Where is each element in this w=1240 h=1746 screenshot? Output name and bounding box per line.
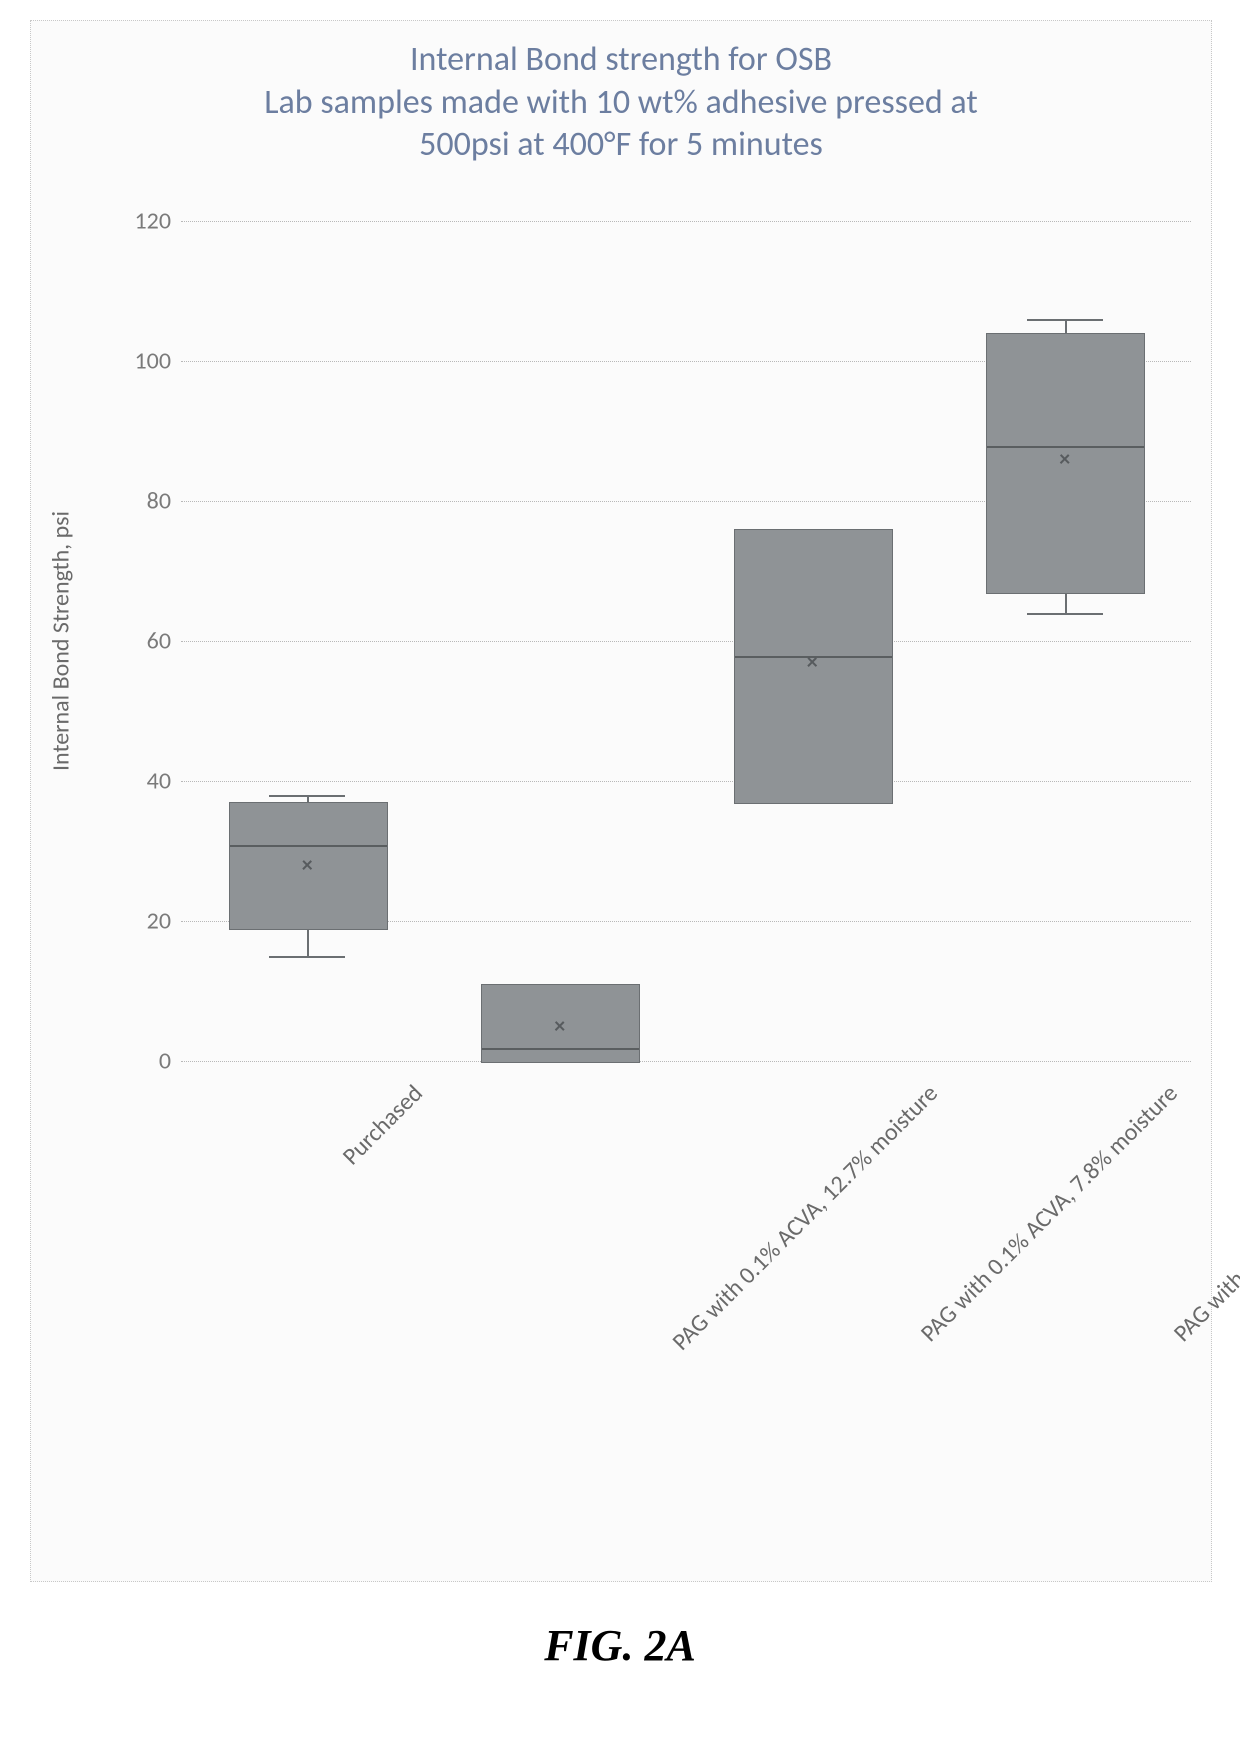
whisker-lower [307, 928, 309, 956]
median-line [230, 845, 387, 847]
y-axis-title: Internal Bond Strength, psi [47, 511, 76, 771]
grid-line [181, 1061, 1191, 1062]
mean-marker-icon: × [807, 651, 818, 673]
x-tick-label: PAG with 0.1% ACVA, 6.5% moisture [1168, 1079, 1240, 1348]
x-tick-label: Purchased [337, 1079, 429, 1171]
grid-line [181, 781, 1191, 782]
whisker-lower [1065, 592, 1067, 613]
y-tick-label: 120 [135, 207, 172, 236]
whisker-upper [1065, 319, 1067, 333]
mean-marker-icon: × [1059, 448, 1070, 470]
y-tick-label: 40 [147, 767, 171, 796]
grid-line [181, 221, 1191, 222]
mean-marker-icon: × [554, 1015, 565, 1037]
x-tick-label: PAG with 0.1% ACVA, 12.7% moisture [666, 1079, 943, 1356]
x-tick-label: PAG with 0.1% ACVA, 7.8% moisture [915, 1079, 1184, 1348]
whisker-cap-lower [269, 956, 345, 958]
y-tick-label: 0 [159, 1047, 171, 1076]
whisker-cap-upper [1027, 319, 1103, 321]
chart-title: Internal Bond strength for OSB Lab sampl… [31, 21, 1211, 167]
y-tick-label: 20 [147, 907, 171, 936]
y-tick-label: 60 [147, 627, 171, 656]
whisker-cap-lower [1027, 613, 1103, 615]
page-root: Internal Bond strength for OSB Lab sampl… [0, 0, 1240, 1746]
plot-area: 020406080100120×Purchased×PAG with 0.1% … [181, 221, 1191, 1061]
mean-marker-icon: × [302, 854, 313, 876]
median-line [482, 1048, 639, 1050]
chart-frame: Internal Bond strength for OSB Lab sampl… [30, 20, 1212, 1582]
grid-line [181, 641, 1191, 642]
y-tick-label: 100 [135, 347, 172, 376]
y-tick-label: 80 [147, 487, 171, 516]
figure-caption: FIG. 2A [0, 1620, 1240, 1671]
whisker-cap-upper [269, 795, 345, 797]
